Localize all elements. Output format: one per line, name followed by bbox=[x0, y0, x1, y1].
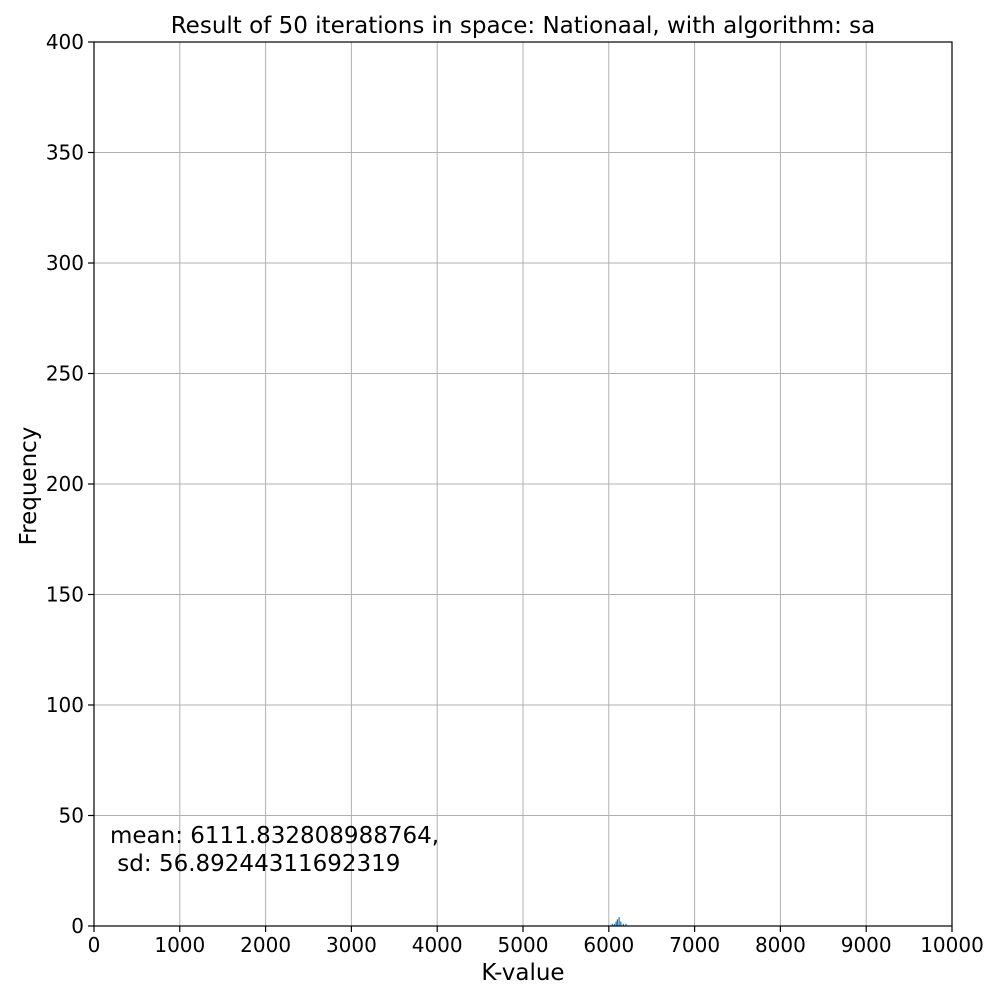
y-tick-label: 300 bbox=[46, 251, 84, 275]
y-tick-label: 50 bbox=[59, 804, 84, 828]
y-tick-label: 150 bbox=[46, 583, 84, 607]
x-tick-label: 2000 bbox=[240, 933, 291, 957]
stats-annotation-mean: mean: 6111.832808988764, bbox=[110, 823, 439, 849]
chart-title: Result of 50 iterations in space: Nation… bbox=[171, 13, 876, 39]
y-tick-label: 100 bbox=[46, 693, 84, 717]
x-tick-label: 4000 bbox=[412, 933, 463, 957]
y-tick-label: 250 bbox=[46, 362, 84, 386]
histogram-bars bbox=[611, 917, 627, 926]
x-tick-label: 3000 bbox=[326, 933, 377, 957]
histogram-bar bbox=[620, 921, 622, 926]
x-tick-label: 8000 bbox=[755, 933, 806, 957]
x-tick-label: 9000 bbox=[841, 933, 892, 957]
x-axis-ticks: 0 1000 2000 3000 4000 5000 6000 7000 8000 9000 100… bbox=[88, 926, 984, 957]
y-tick-label: 400 bbox=[46, 30, 84, 54]
histogram-bar bbox=[625, 923, 627, 926]
histogram-bar bbox=[611, 923, 613, 926]
y-tick-label: 350 bbox=[46, 141, 84, 165]
x-tick-label: 1000 bbox=[154, 933, 205, 957]
histogram-bar bbox=[616, 919, 619, 926]
histogram-bar bbox=[613, 923, 616, 926]
histogram-bar bbox=[618, 917, 620, 926]
stats-annotation-sd: sd: 56.89244311692319 bbox=[110, 851, 400, 877]
x-tick-label: 5000 bbox=[498, 933, 549, 957]
y-tick-label: 0 bbox=[71, 914, 84, 938]
x-tick-label: 0 bbox=[88, 933, 101, 957]
grid bbox=[93, 41, 953, 927]
histogram-bar bbox=[622, 923, 625, 926]
y-tick-label: 200 bbox=[46, 472, 84, 496]
y-axis-label: Frequency bbox=[16, 427, 42, 546]
x-tick-label: 10000 bbox=[920, 933, 984, 957]
y-axis-ticks: 0 50 100 150 200 250 300 350 400 bbox=[46, 30, 94, 938]
x-axis-label: K-value bbox=[481, 960, 564, 986]
x-tick-label: 7000 bbox=[669, 933, 720, 957]
histogram-bar bbox=[615, 921, 617, 926]
x-tick-label: 6000 bbox=[583, 933, 634, 957]
